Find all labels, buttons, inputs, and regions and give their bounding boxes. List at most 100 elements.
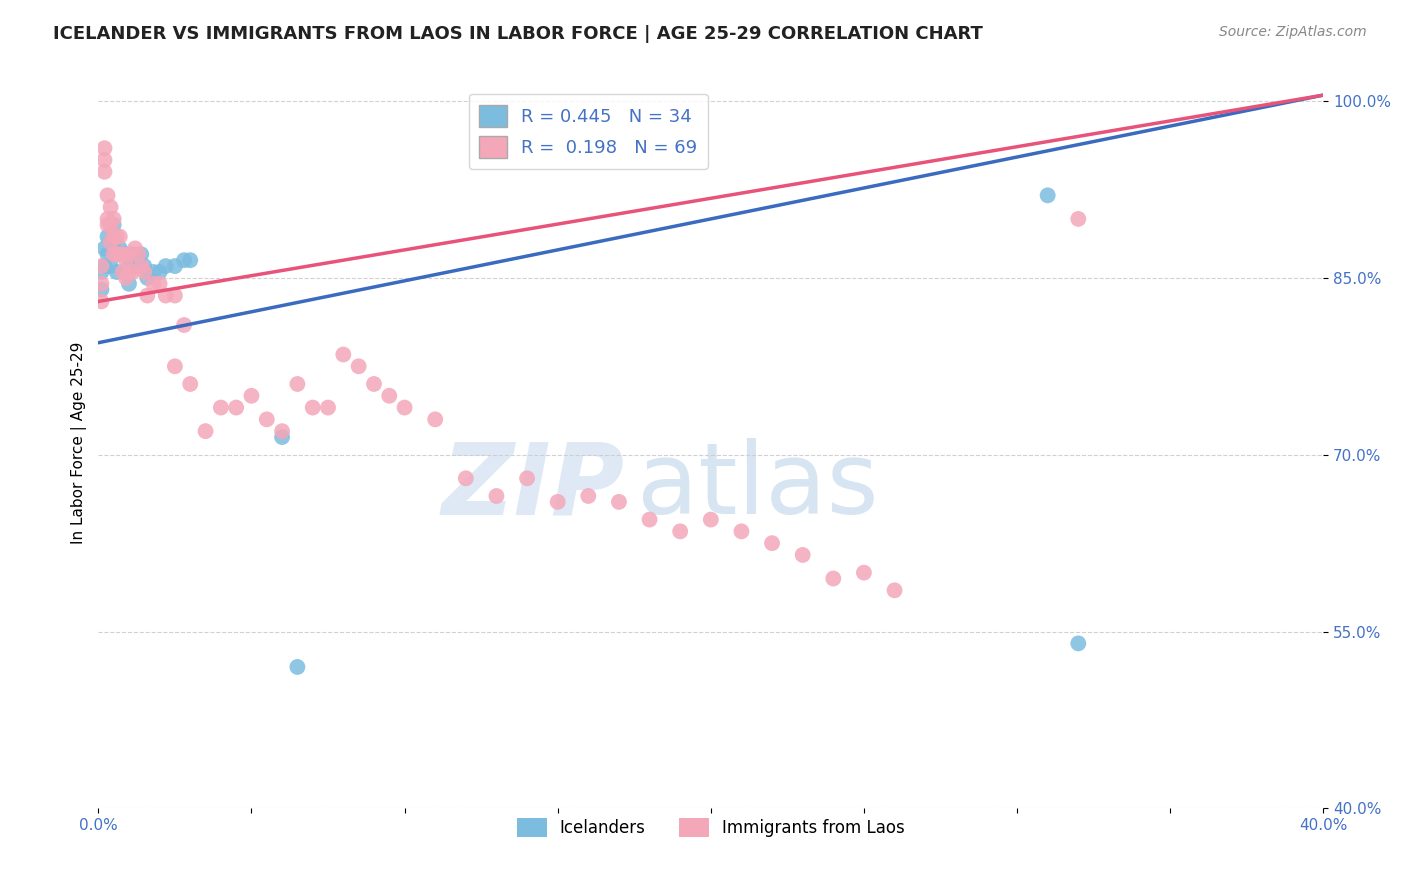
Point (90, 283, 112, 297)
Point (256, 412, 278, 426)
Point (93, 153, 115, 167)
Point (576, 489, 599, 503)
Point (124, 241, 146, 255)
Point (111, 265, 134, 279)
Point (127, 253, 149, 268)
Point (121, 247, 143, 261)
Point (316, 401, 339, 415)
Point (108, 247, 131, 261)
Point (378, 389, 401, 403)
Point (394, 401, 416, 415)
Point (118, 265, 141, 279)
Point (425, 412, 447, 426)
Point (100, 259, 122, 273)
Point (118, 259, 141, 273)
Point (111, 265, 134, 279)
Point (163, 288, 186, 302)
Point (271, 424, 294, 438)
Point (90, 259, 112, 273)
Point (121, 265, 143, 279)
Point (105, 229, 128, 244)
Point (194, 424, 217, 438)
Point (100, 235, 122, 250)
Point (103, 218, 125, 232)
Point (115, 247, 138, 261)
Point (108, 229, 131, 244)
Point (173, 253, 195, 268)
Point (103, 229, 125, 244)
Point (155, 288, 177, 302)
Point (136, 288, 159, 302)
Point (96, 218, 118, 232)
Point (485, 489, 508, 503)
Point (134, 265, 156, 279)
Text: Source: ZipAtlas.com: Source: ZipAtlas.com (1219, 25, 1367, 39)
Point (142, 265, 165, 279)
Point (100, 200, 122, 214)
Point (129, 247, 152, 261)
Point (105, 247, 128, 261)
Point (93, 141, 115, 155)
Point (730, 524, 752, 539)
Point (108, 241, 131, 255)
Point (149, 277, 172, 291)
Point (142, 277, 165, 291)
Point (100, 218, 122, 232)
Point (105, 265, 128, 279)
Text: ICELANDER VS IMMIGRANTS FROM LAOS IN LABOR FORCE | AGE 25-29 CORRELATION CHART: ICELANDER VS IMMIGRANTS FROM LAOS IN LAB… (53, 25, 983, 43)
Point (287, 376, 309, 391)
Point (669, 524, 692, 539)
Point (96, 188, 118, 202)
Point (240, 389, 263, 403)
Point (118, 247, 141, 261)
Point (136, 271, 159, 285)
Point (209, 401, 232, 415)
Point (852, 566, 875, 580)
Point (163, 259, 186, 273)
Point (173, 318, 195, 332)
Point (454, 471, 477, 485)
Point (103, 211, 125, 226)
Point (149, 265, 172, 279)
Point (761, 536, 783, 550)
Point (118, 277, 141, 291)
Point (93, 165, 115, 179)
Point (347, 359, 370, 374)
Point (332, 347, 354, 361)
Point (301, 401, 323, 415)
Point (103, 247, 125, 261)
Point (111, 247, 134, 261)
Point (638, 512, 661, 526)
Point (93, 241, 115, 255)
Point (115, 253, 138, 268)
Point (134, 259, 156, 273)
Point (90, 294, 112, 309)
Point (700, 512, 723, 526)
Legend: Icelanders, Immigrants from Laos: Icelanders, Immigrants from Laos (510, 812, 912, 844)
Point (105, 247, 128, 261)
Point (129, 259, 152, 273)
Point (155, 259, 177, 273)
Point (883, 583, 905, 598)
Point (96, 211, 118, 226)
Point (179, 376, 201, 391)
Point (287, 660, 309, 674)
Point (363, 376, 385, 391)
Point (96, 247, 118, 261)
Y-axis label: In Labor Force | Age 25-29: In Labor Force | Age 25-29 (72, 342, 87, 544)
Point (111, 247, 134, 261)
Point (124, 259, 146, 273)
Point (179, 253, 201, 268)
Point (271, 430, 294, 444)
Point (225, 401, 247, 415)
Text: ZIP: ZIP (441, 438, 626, 535)
Text: atlas: atlas (637, 438, 879, 535)
Point (90, 265, 112, 279)
Point (93, 259, 115, 273)
Point (115, 271, 138, 285)
Point (127, 247, 149, 261)
Point (96, 229, 118, 244)
Point (1067, 636, 1090, 650)
Point (90, 277, 112, 291)
Point (792, 548, 814, 562)
